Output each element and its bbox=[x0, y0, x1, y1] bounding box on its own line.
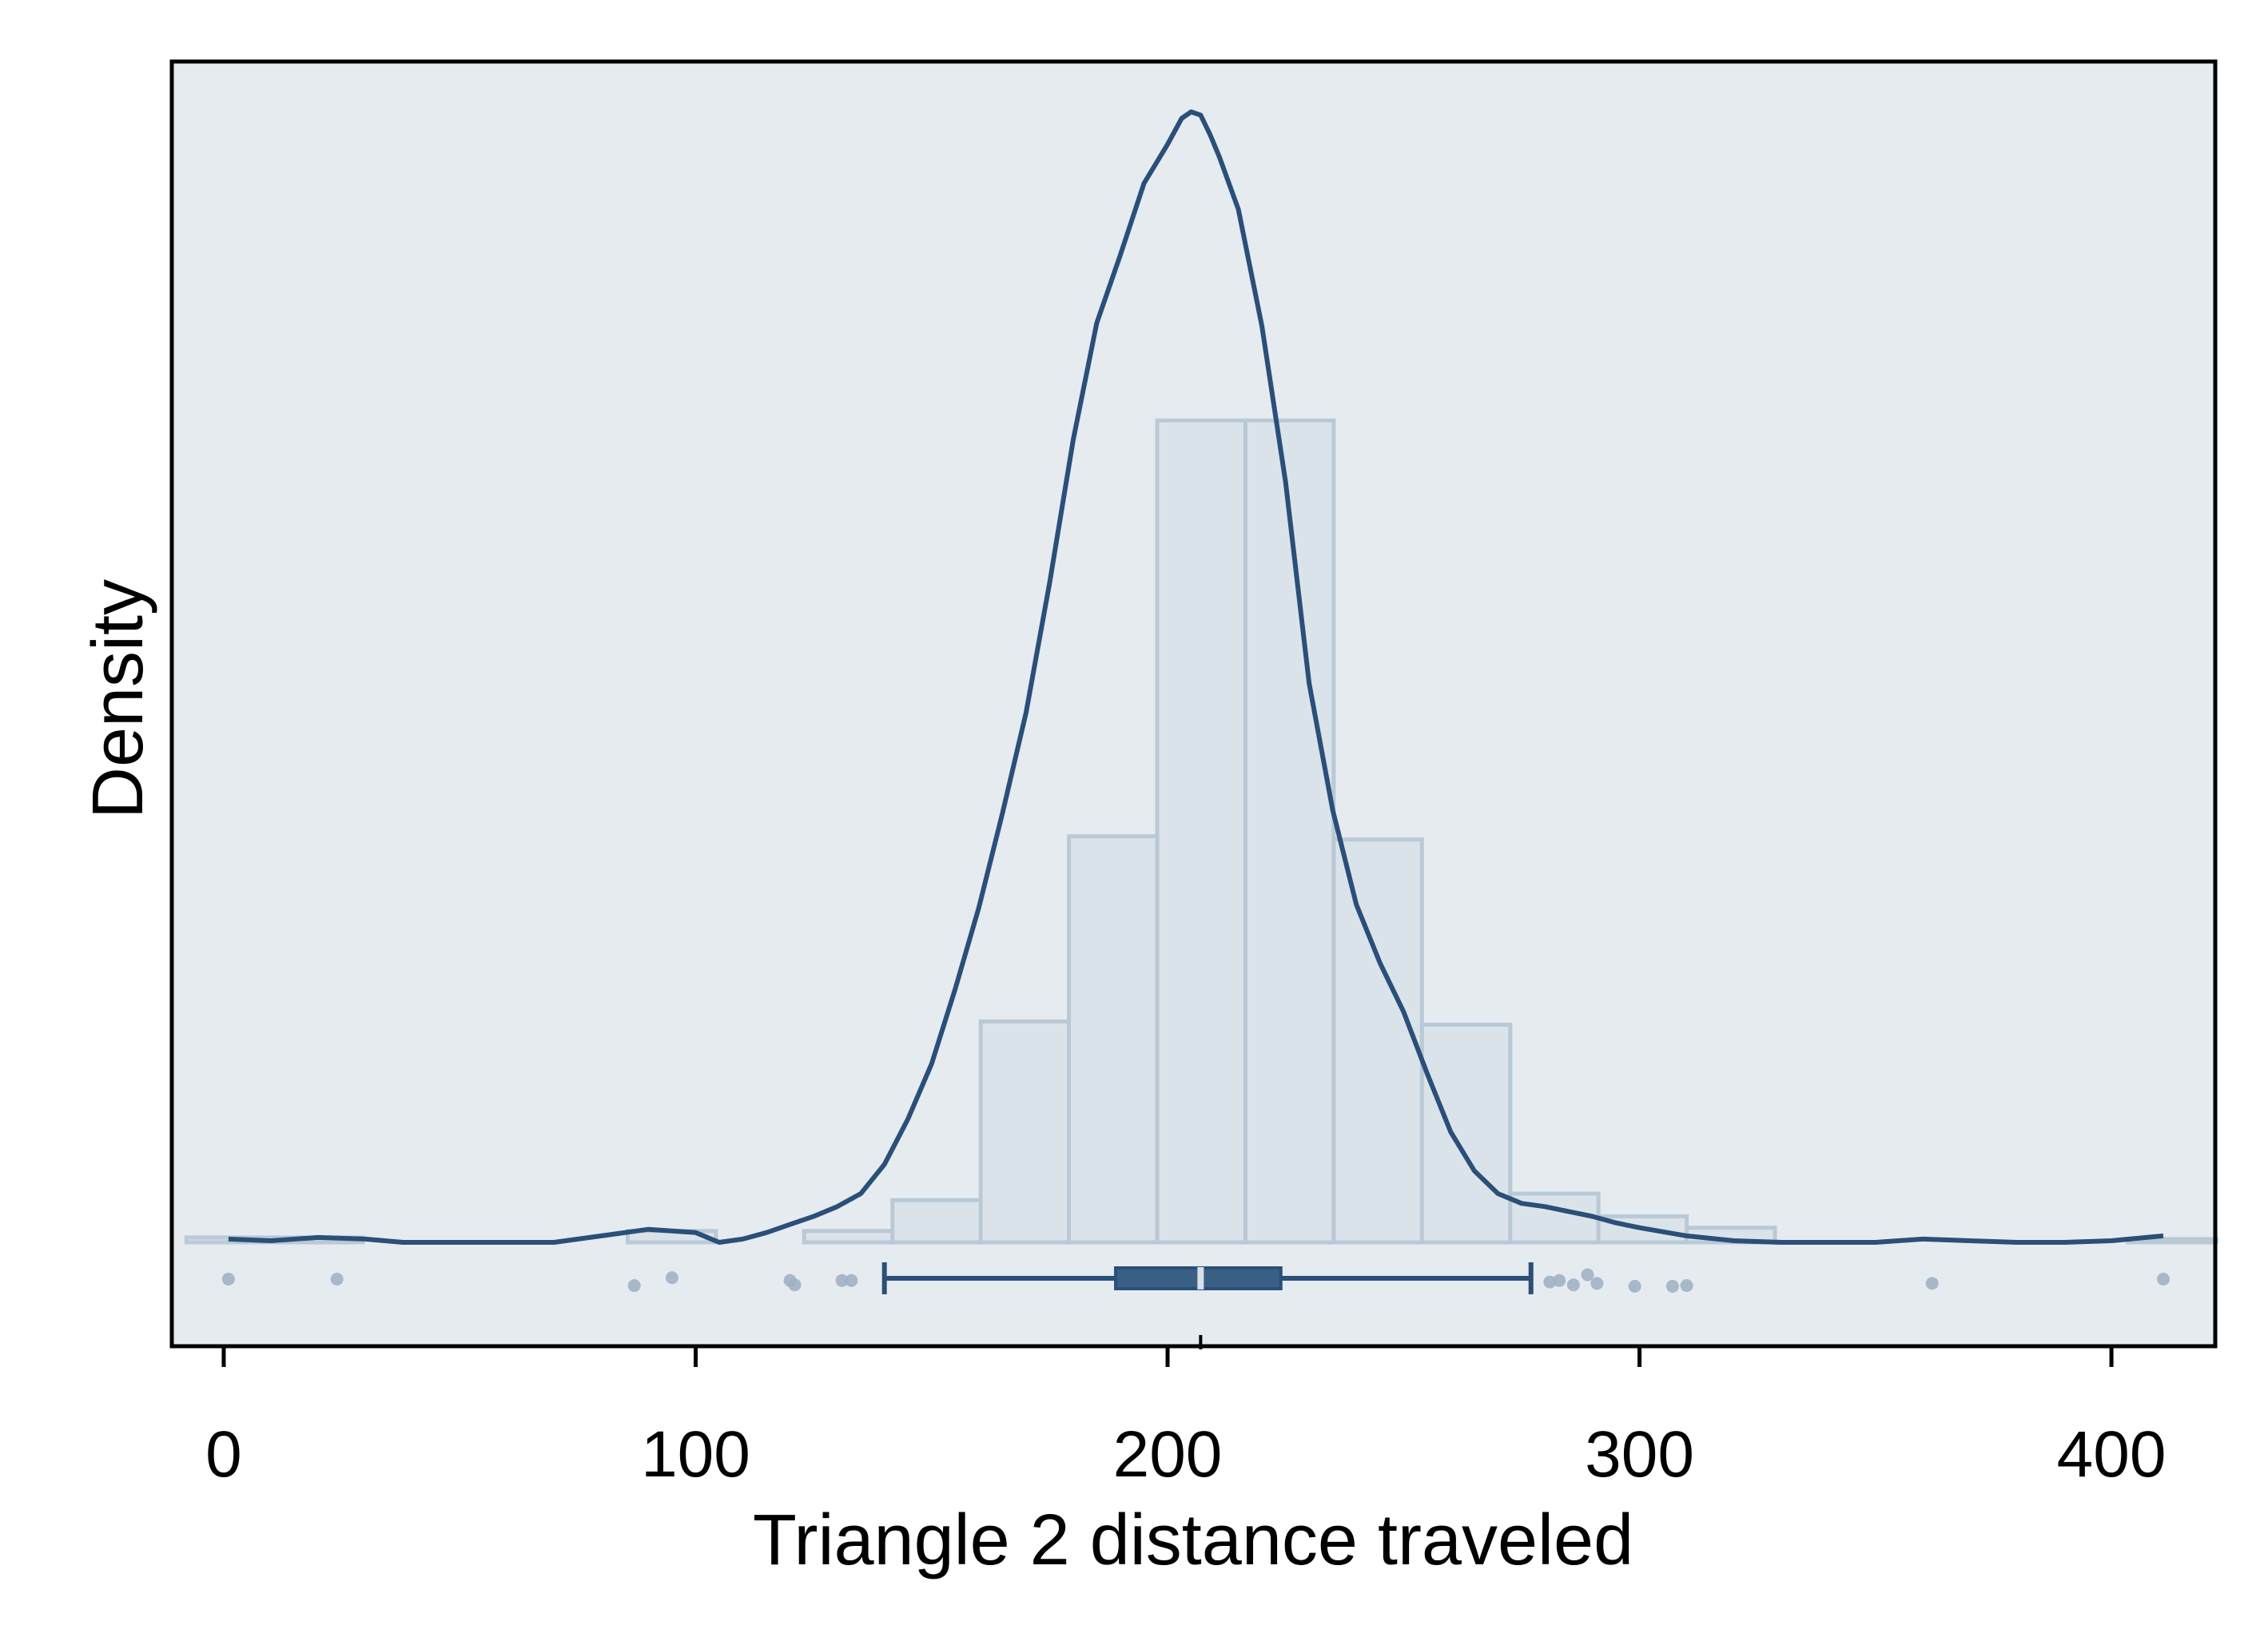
x-tick-label: 300 bbox=[1585, 1418, 1694, 1491]
histogram-bar bbox=[1155, 418, 1247, 1245]
density-curve-layer bbox=[228, 109, 2164, 1245]
outlier-point bbox=[1680, 1279, 1693, 1293]
histogram-bar bbox=[890, 1198, 983, 1245]
outlier-point bbox=[627, 1279, 641, 1293]
outlier-point bbox=[1628, 1280, 1641, 1293]
outlier-point bbox=[330, 1273, 344, 1285]
histogram-bar bbox=[1508, 1191, 1601, 1245]
x-tick-label: 100 bbox=[641, 1418, 750, 1491]
outlier-point bbox=[1665, 1280, 1679, 1293]
x-axis: 0 100 200 300 400 bbox=[205, 1335, 2166, 1491]
y-axis-title: Density bbox=[78, 579, 158, 819]
histogram-bar bbox=[1067, 834, 1160, 1245]
outlier-point bbox=[788, 1278, 802, 1292]
boxplot bbox=[881, 1262, 1534, 1294]
density-curve bbox=[228, 109, 2164, 1245]
histogram-bars bbox=[184, 418, 2218, 1245]
x-tick-label: 400 bbox=[2057, 1418, 2167, 1491]
outlier-point bbox=[665, 1271, 678, 1285]
x-tick-label: 200 bbox=[1113, 1418, 1223, 1491]
outlier-point bbox=[1581, 1268, 1594, 1281]
outlier-point bbox=[2157, 1273, 2171, 1285]
histogram-bar bbox=[978, 1019, 1072, 1245]
outlier-point bbox=[221, 1273, 235, 1285]
histogram-bar bbox=[1419, 1023, 1513, 1245]
x-axis-title: Triangle 2 distance traveled bbox=[753, 1500, 1633, 1580]
outlier-point bbox=[1925, 1277, 1939, 1290]
plot-frame bbox=[169, 59, 2218, 1349]
outlier-point bbox=[1553, 1274, 1566, 1287]
outlier-point bbox=[1590, 1277, 1604, 1290]
outlier-point bbox=[1566, 1278, 1580, 1292]
outlier-points bbox=[221, 1268, 2171, 1293]
histogram-bar bbox=[1243, 418, 1336, 1245]
outlier-point bbox=[835, 1274, 849, 1287]
outlier-point bbox=[1543, 1275, 1557, 1289]
histogram-bar bbox=[802, 1229, 895, 1245]
outlier-point bbox=[845, 1274, 858, 1287]
histogram-bar bbox=[1331, 837, 1424, 1245]
x-tick-label: 0 bbox=[205, 1418, 242, 1491]
